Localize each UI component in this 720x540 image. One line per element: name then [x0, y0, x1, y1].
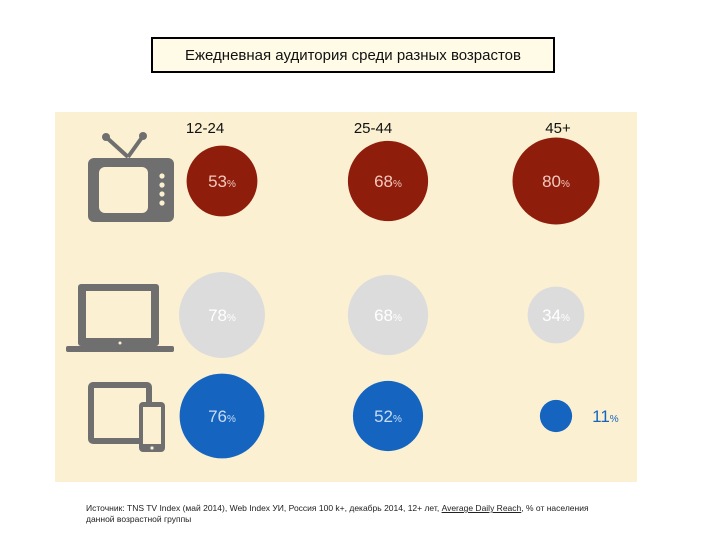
bubble-12-24: [179, 272, 265, 358]
source-text: Источник: TNS TV Index (май 2014), Web I…: [86, 503, 442, 513]
tv-icon: [88, 132, 174, 222]
chart-title: Ежедневная аудитория среди разных возрас…: [151, 37, 555, 73]
bubble-value-label: 11%: [592, 407, 619, 426]
bubble-45-plus: [512, 137, 600, 225]
bubble-value-label: 53%: [208, 172, 236, 191]
source-text-end: , % от населения данной возрастной групп…: [86, 503, 589, 524]
bubble-12-24: [179, 373, 265, 459]
laptop-icon: [66, 284, 174, 352]
source-underlined: Average Daily Reach: [441, 503, 522, 513]
column-header-45-plus: 45+: [545, 120, 571, 137]
bubble-25-44: [352, 380, 424, 452]
bubble-12-24: [186, 145, 258, 217]
bubble-25-44: [347, 274, 429, 356]
bubble-value-label: 78%: [208, 306, 236, 325]
column-header-12-24: 12-24: [185, 120, 225, 137]
bubble-value-label: 68%: [374, 172, 402, 191]
bubble-value-label: 80%: [542, 172, 570, 191]
bubble-45-plus: [539, 399, 573, 433]
bubble-45-plus: [527, 286, 585, 344]
bubble-value-label: 68%: [374, 306, 402, 325]
bubble-value-label: 34%: [542, 306, 570, 325]
bubbles-group: 53% 68% 80% 78% 68% 34% 76% 52% 11%: [179, 137, 619, 459]
column-header-25-44: 25-44: [353, 120, 393, 137]
tablet-smartphone-icon: [88, 382, 165, 452]
source-note: Источник: TNS TV Index (май 2014), Web I…: [86, 503, 606, 525]
bubble-value-label: 76%: [208, 407, 236, 426]
bubble-25-44: [347, 140, 429, 222]
bubble-value-label: 52%: [374, 407, 402, 426]
